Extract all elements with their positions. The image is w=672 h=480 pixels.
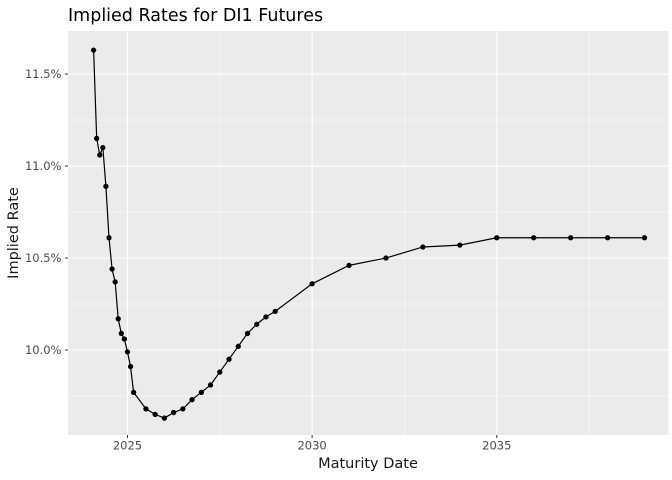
data-point (207, 382, 214, 388)
data-point (152, 411, 158, 418)
data-point (100, 144, 106, 151)
data-point (118, 330, 124, 337)
data-point (94, 135, 100, 142)
data-point (170, 409, 177, 416)
data-point (604, 235, 611, 241)
data-point (124, 349, 131, 355)
data-point (254, 321, 260, 327)
y-tick-label: 11.5% (25, 67, 62, 81)
y-tick-label: 10.0% (25, 343, 62, 357)
data-point (112, 279, 118, 285)
data-point (130, 389, 137, 395)
data-point (103, 183, 109, 189)
data-point (309, 281, 315, 287)
data-point (494, 235, 500, 241)
data-point (106, 235, 112, 241)
data-point (383, 255, 389, 261)
panel-background (68, 31, 669, 435)
y-tick-label: 10.5% (25, 251, 62, 265)
x-tick-label: 2025 (113, 439, 142, 453)
data-point (346, 262, 352, 269)
data-point (180, 406, 186, 412)
x-tick-label: 2030 (297, 439, 326, 453)
data-point (189, 397, 195, 403)
x-axis-title: Maturity Date (318, 456, 418, 472)
y-axis-title: Implied Rate (6, 187, 22, 279)
chart-title: Implied Rates for DI1 Futures (68, 6, 324, 26)
data-point (263, 314, 269, 320)
data-point (420, 244, 426, 250)
data-point (109, 266, 115, 272)
data-point (97, 152, 103, 158)
data-point (143, 406, 149, 412)
data-point (121, 336, 128, 342)
data-point (198, 389, 204, 395)
data-point (226, 356, 232, 362)
data-point (90, 47, 97, 53)
y-tick-label: 11.0% (25, 159, 62, 173)
x-tick-label: 2035 (482, 439, 511, 453)
data-point (217, 369, 223, 375)
data-point (531, 235, 537, 241)
data-point (115, 316, 121, 322)
data-point (641, 235, 648, 241)
data-point (127, 363, 134, 370)
data-point (235, 343, 241, 349)
data-point (272, 308, 278, 315)
data-point (161, 415, 168, 421)
data-point (244, 330, 251, 337)
data-point (457, 242, 463, 248)
data-point (567, 235, 574, 241)
